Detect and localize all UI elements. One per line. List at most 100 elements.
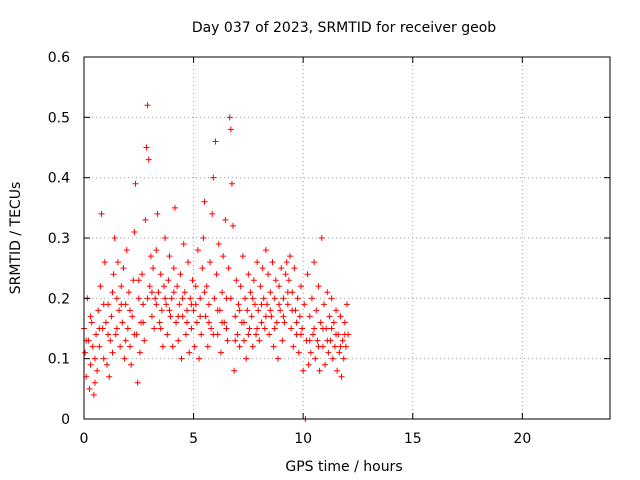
data-point: [230, 222, 237, 229]
data-point: [227, 295, 234, 302]
data-point: [308, 295, 315, 302]
data-point: [182, 331, 189, 338]
data-point: [226, 114, 233, 121]
data-point: [212, 138, 219, 145]
data-point: [342, 343, 349, 350]
data-point: [295, 349, 302, 356]
data-point: [123, 247, 130, 254]
data-point: [201, 198, 208, 205]
data-point: [341, 331, 348, 338]
data-point: [334, 367, 341, 374]
chart-title: Day 037 of 2023, SRMTID for receiver geo…: [192, 20, 496, 36]
data-point: [117, 343, 124, 350]
data-point: [299, 325, 306, 332]
data-point: [187, 295, 194, 302]
data-point: [156, 319, 163, 326]
data-point: [205, 319, 212, 326]
data-point: [197, 295, 204, 302]
data-point: [105, 331, 112, 338]
data-point: [150, 265, 157, 272]
grid: [84, 57, 610, 419]
data-point: [158, 307, 165, 314]
data-point: [272, 277, 279, 284]
x-tick-label: 10: [294, 431, 312, 447]
data-point: [130, 277, 137, 284]
data-point: [111, 235, 118, 241]
data-point: [312, 355, 319, 362]
data-point: [170, 265, 177, 272]
data-point: [325, 349, 332, 356]
data-point: [208, 325, 215, 332]
data-point: [278, 265, 285, 272]
data-point: [281, 319, 288, 326]
data-point: [306, 313, 313, 320]
data-point: [317, 319, 324, 326]
data-point: [328, 325, 335, 332]
data-point: [260, 295, 267, 302]
data-point: [246, 325, 253, 332]
data-point: [120, 265, 127, 272]
data-point: [240, 319, 247, 326]
data-point: [331, 343, 338, 350]
data-point: [294, 295, 301, 302]
data-point: [184, 307, 191, 314]
data-point: [93, 331, 100, 338]
data-point: [305, 361, 312, 368]
data-point: [297, 283, 304, 290]
data-point: [244, 307, 251, 314]
data-point: [280, 295, 287, 302]
data-point: [211, 295, 218, 302]
data-point: [261, 325, 268, 332]
y-tick-label: 0.6: [48, 50, 70, 66]
data-point: [147, 253, 154, 260]
y-axis-ticks: 0 0.1 0.2 0.3 0.4 0.5 0.6: [48, 50, 610, 428]
data-point: [254, 325, 261, 332]
data-point: [269, 259, 276, 266]
data-point: [193, 319, 200, 326]
data-point: [310, 331, 317, 338]
data-point: [337, 313, 344, 320]
data-point: [250, 277, 257, 284]
data-point: [232, 337, 239, 344]
data-point: [124, 325, 131, 332]
data-point: [136, 349, 143, 356]
data-point: [314, 337, 321, 344]
data-point: [96, 343, 103, 350]
data-point: [270, 343, 277, 350]
data-point: [234, 331, 241, 338]
data-point: [82, 349, 89, 356]
data-point: [322, 361, 329, 368]
data-point: [336, 349, 343, 356]
data-point: [291, 265, 298, 272]
data-point: [202, 313, 209, 320]
data-point: [121, 355, 128, 362]
data-point: [102, 319, 109, 326]
data-point: [341, 319, 348, 326]
data-point: [235, 301, 242, 308]
data-point: [157, 271, 164, 278]
x-tick-label: 20: [513, 431, 531, 447]
data-point: [141, 337, 148, 344]
data-point: [175, 337, 182, 344]
data-point: [201, 289, 208, 296]
data-point: [265, 271, 272, 278]
data-point: [166, 307, 173, 314]
data-point: [285, 277, 292, 284]
data-point: [160, 283, 167, 290]
data-point: [338, 373, 345, 380]
data-point: [189, 277, 196, 284]
data-point: [170, 289, 177, 296]
data-point: [87, 361, 94, 368]
data-point: [273, 319, 280, 326]
data-point: [282, 271, 289, 278]
data-point: [116, 307, 123, 314]
data-point: [249, 343, 256, 350]
data-point: [159, 343, 166, 350]
data-point: [176, 301, 183, 308]
data-point: [90, 391, 97, 398]
x-tick-label: 15: [404, 431, 422, 447]
data-point: [174, 283, 181, 290]
data-point: [262, 247, 269, 254]
data-point: [215, 241, 222, 248]
